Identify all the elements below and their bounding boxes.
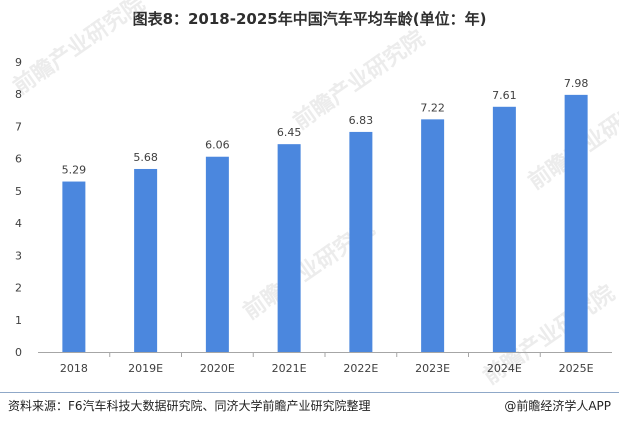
bar-chart: 前瞻产业研究院前瞻产业研究院前瞻产业研究院前瞻产业研究院前瞻产业研究院 0 1 2 3… bbox=[9, 0, 619, 390]
bar-2024E bbox=[492, 106, 516, 353]
bar-2020E bbox=[205, 156, 229, 352]
data-label: 7.61 bbox=[492, 89, 517, 102]
y-tick-label: 1 bbox=[15, 314, 22, 327]
y-tick-label: 9 bbox=[15, 56, 22, 69]
brand-credit: @前瞻经济学人APP bbox=[504, 399, 611, 413]
x-tick-label: 2023E bbox=[415, 362, 450, 375]
watermark-text: 前瞻产业研究院 bbox=[9, 0, 150, 100]
source-note: 资料来源：F6汽车科技大数据研究院、同济大学前瞻产业研究院整理 bbox=[8, 399, 371, 413]
data-label: 7.22 bbox=[420, 101, 445, 114]
bar-2023E bbox=[421, 119, 445, 352]
data-labels-group: 5.29 5.68 6.06 6.45 6.83 7.22 7.61 7.98 bbox=[62, 77, 589, 177]
y-axis: 0 1 2 3 4 5 6 7 8 9 bbox=[15, 56, 22, 359]
y-tick-label: 0 bbox=[15, 346, 22, 359]
data-label: 6.83 bbox=[349, 114, 374, 127]
y-tick-label: 7 bbox=[15, 120, 22, 133]
data-label: 6.06 bbox=[205, 139, 230, 152]
x-tick-label: 2025E bbox=[559, 362, 594, 375]
bar-2021E bbox=[277, 144, 301, 352]
y-tick-label: 3 bbox=[15, 249, 22, 262]
y-tick-label: 5 bbox=[15, 185, 22, 198]
bar-2025E bbox=[564, 94, 588, 352]
data-label: 6.45 bbox=[277, 126, 302, 139]
x-tick-label: 2019E bbox=[128, 362, 163, 375]
chart-title: 图表8：2018-2025年中国汽车平均车龄(单位：年) bbox=[132, 10, 487, 28]
data-label: 5.68 bbox=[133, 151, 158, 164]
bar-2022E bbox=[349, 131, 373, 352]
footer: 资料来源：F6汽车科技大数据研究院、同济大学前瞻产业研究院整理 @前瞻经济学人A… bbox=[0, 392, 619, 424]
y-tick-label: 2 bbox=[15, 282, 22, 295]
y-tick-label: 4 bbox=[15, 217, 22, 230]
x-tick-label: 2024E bbox=[487, 362, 522, 375]
bar-2018 bbox=[62, 181, 86, 352]
x-tick-label: 2018 bbox=[60, 362, 88, 375]
x-tick-label: 2020E bbox=[200, 362, 235, 375]
bar-2019E bbox=[134, 168, 158, 352]
y-tick-label: 8 bbox=[15, 88, 22, 101]
x-axis: 2018 2019E 2020E 2021E 2022E 2023E 2024E 2025E bbox=[38, 352, 612, 375]
x-tick-label: 2022E bbox=[343, 362, 378, 375]
y-tick-label: 6 bbox=[15, 153, 22, 166]
x-tick-label: 2021E bbox=[272, 362, 307, 375]
watermark-layer: 前瞻产业研究院前瞻产业研究院前瞻产业研究院前瞻产业研究院前瞻产业研究院 bbox=[9, 0, 619, 390]
data-label: 7.98 bbox=[564, 77, 589, 90]
data-label: 5.29 bbox=[62, 164, 87, 177]
bars-group bbox=[62, 94, 588, 353]
